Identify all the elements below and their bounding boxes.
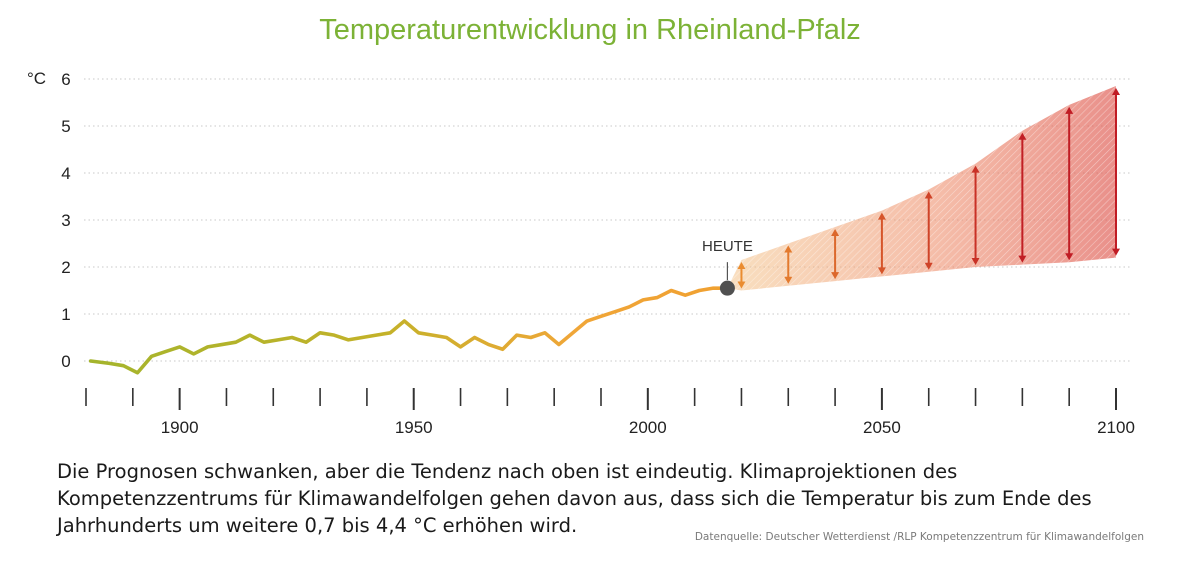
projection-range: [727, 86, 1116, 291]
data-source: Datenquelle: Deutscher Wetterdienst /RLP…: [694, 531, 1144, 543]
y-tick-label: 2: [61, 258, 70, 277]
today-marker: HEUTE: [702, 238, 753, 296]
arrow-head-up: [1065, 106, 1074, 114]
arrow-head-down: [1065, 253, 1074, 261]
x-tick-label: 1900: [161, 418, 199, 437]
temperature-series: [88, 286, 730, 375]
projection-arrows: [737, 88, 1120, 289]
y-tick-label: 4: [61, 164, 70, 183]
arrow-head-up: [1112, 88, 1120, 96]
arrow-head-down: [924, 262, 933, 270]
arrow-head-down: [737, 281, 746, 289]
arrow-head-up: [877, 212, 886, 220]
x-tick-label: 2100: [1097, 418, 1135, 437]
temperature-line: [88, 286, 730, 375]
x-tick-label: 2050: [863, 418, 901, 437]
today-dot: [719, 280, 735, 296]
arrow-head-up: [924, 191, 933, 199]
arrow-head-down: [784, 276, 793, 284]
arrow-head-up: [971, 165, 980, 173]
x-tick-label: 2000: [629, 418, 667, 437]
y-tick-labels: 0 1 2 3 4 5 6: [61, 70, 70, 371]
arrow-head-up: [737, 261, 746, 269]
x-axis: 1900 1950 2000 2050 2100: [85, 388, 1135, 437]
y-tick-label: 1: [61, 305, 70, 324]
y-tick-label: 0: [61, 352, 70, 371]
arrow-head-down: [831, 272, 840, 280]
x-tick-label: 1950: [395, 418, 433, 437]
arrow-head-up: [784, 245, 793, 253]
arrow-head-up: [831, 229, 840, 237]
today-label: HEUTE: [702, 238, 753, 255]
arrow-head-down: [971, 258, 980, 265]
chart-caption: Die Prognosen schwanken, aber die Tenden…: [57, 460, 1092, 537]
arrow-head-up: [1018, 132, 1027, 140]
arrow-head-down: [1112, 248, 1120, 256]
y-tick-label: 6: [61, 70, 70, 89]
chart-title: Temperaturentwicklung in Rheinland-Pfalz: [319, 14, 861, 46]
arrow-head-down: [1018, 255, 1027, 263]
arrow-head-down: [877, 267, 886, 275]
y-tick-label: 5: [61, 117, 70, 136]
projection-band-hatch: [727, 86, 1116, 291]
y-axis-unit: °C: [27, 69, 46, 88]
y-tick-label: 3: [61, 211, 70, 230]
